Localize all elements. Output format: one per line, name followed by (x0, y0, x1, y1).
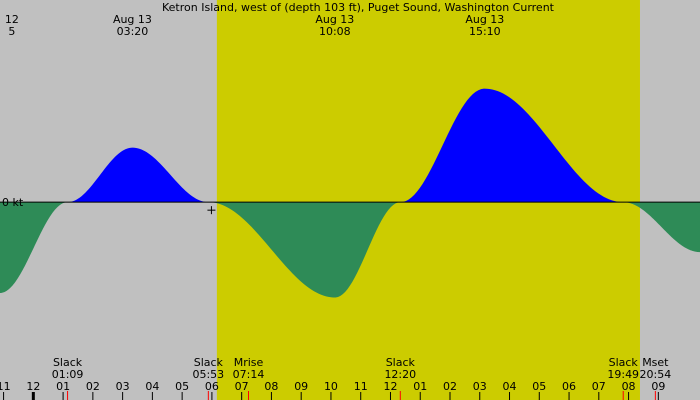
hour-tick-label: 03 (116, 380, 130, 393)
top-label-date: 12 (5, 13, 19, 26)
top-label-date: Aug 13 (113, 13, 152, 26)
hour-tick-label: 09 (294, 380, 308, 393)
event-label: Slack (194, 356, 224, 369)
flood-area (400, 88, 624, 203)
top-label-date: Aug 13 (315, 13, 354, 26)
hour-tick-label: 03 (473, 380, 487, 393)
hour-tick-label: 01 (413, 380, 427, 393)
top-label-time: 03:20 (117, 25, 149, 38)
hour-tick-label: 06 (205, 380, 219, 393)
event-time: 01:09 (52, 368, 84, 381)
ebb-area (623, 202, 700, 253)
event-label: Slack (53, 356, 83, 369)
event-time: 05:53 (192, 368, 224, 381)
event-time: 12:20 (384, 368, 416, 381)
hour-tick-label: 10 (324, 380, 338, 393)
hour-tick-label: 06 (562, 380, 576, 393)
top-label-time: 5 (8, 25, 15, 38)
hour-axis: 11 12 01 02 03 04 05 06 07 08 09 10 11 12 01 02 03 04 05 06… (0, 380, 665, 400)
hour-tick-label: 08 (622, 380, 636, 393)
ebb-area (0, 202, 68, 293)
event-label: Slack (386, 356, 416, 369)
zero-kt-label: 0 kt (2, 196, 24, 209)
hour-tick-label: 05 (532, 380, 546, 393)
event-labels: Slack01:09Slack05:53Mrise07:14Slack12:20… (52, 356, 672, 400)
top-label-date: Aug 13 (465, 13, 504, 26)
flood-area (67, 147, 209, 203)
hour-tick-label: 09 (651, 380, 665, 393)
hour-tick-label: 12 (26, 380, 40, 393)
hour-tick-label: 12 (383, 380, 397, 393)
top-label-time: 15:10 (469, 25, 501, 38)
hour-tick-label: 02 (443, 380, 457, 393)
hour-tick-label: 08 (264, 380, 278, 393)
hour-tick-label: 04 (145, 380, 159, 393)
crosshair-marker (207, 206, 216, 215)
current-curve (0, 88, 700, 298)
event-label: Slack (609, 356, 639, 369)
event-time: 07:14 (233, 368, 265, 381)
event-time: 20:54 (640, 368, 672, 381)
ebb-area (208, 202, 401, 298)
top-label-time: 10:08 (319, 25, 351, 38)
hour-tick-label: 07 (592, 380, 606, 393)
hour-tick-label: 05 (175, 380, 189, 393)
hour-tick-label: 01 (56, 380, 70, 393)
hour-tick-label: 11 (354, 380, 368, 393)
chart-title: Ketron Island, west of (depth 103 ft), P… (162, 1, 555, 14)
event-label: Mset (642, 356, 669, 369)
hour-tick-label: 11 (0, 380, 11, 393)
event-time: 19:49 (607, 368, 639, 381)
event-label: Mrise (234, 356, 264, 369)
hour-tick-label: 02 (86, 380, 100, 393)
hour-tick-label: 04 (503, 380, 517, 393)
hour-tick-label: 07 (235, 380, 249, 393)
